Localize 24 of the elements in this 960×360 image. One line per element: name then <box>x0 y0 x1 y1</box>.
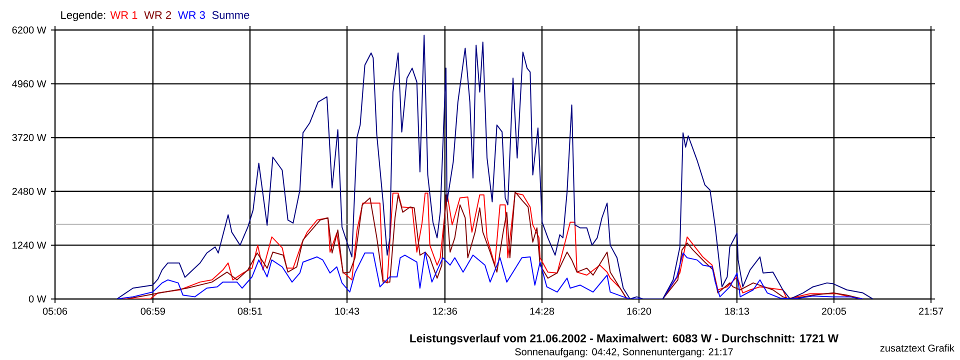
x-tick-label: 05:06 <box>42 308 68 315</box>
x-tick-label: 08:51 <box>238 308 262 315</box>
x-tick-label: 06:59 <box>140 308 165 315</box>
y-tick-label: 3720 W <box>12 134 46 142</box>
text: WR 3 <box>178 11 205 19</box>
y-tick-label: 1240 W <box>12 242 46 249</box>
x-tick-label: 14:28 <box>530 308 554 315</box>
y-tick-label: 0 W <box>28 295 46 303</box>
text: WR 2 <box>144 11 172 19</box>
text: Summe <box>212 11 250 19</box>
text: zusatztext Grafik <box>880 344 954 352</box>
text: Sonnenaufgang: 04:42, Sonnenuntergang: 21:17 <box>515 348 733 358</box>
x-tick-label: 10:43 <box>335 308 360 315</box>
x-tick-label: 16:20 <box>627 308 652 315</box>
x-tick-label: 12:36 <box>433 308 457 315</box>
y-tick-label: 6200 W <box>12 26 46 34</box>
x-tick-label: 21:57 <box>918 308 943 315</box>
text: WR 1 <box>110 11 138 19</box>
y-tick-label: 2480 W <box>12 188 46 195</box>
y-tick-label: 4960 W <box>12 80 46 88</box>
text: Leistungsverlauf vom 21.06.2002 - Maximalwert: 6083 W - Durchschnitt: 1721 W <box>410 334 839 345</box>
legend-title: Legende: <box>61 10 106 22</box>
x-tick-label: 18:13 <box>725 308 749 315</box>
x-tick-label: 20:05 <box>822 308 846 315</box>
